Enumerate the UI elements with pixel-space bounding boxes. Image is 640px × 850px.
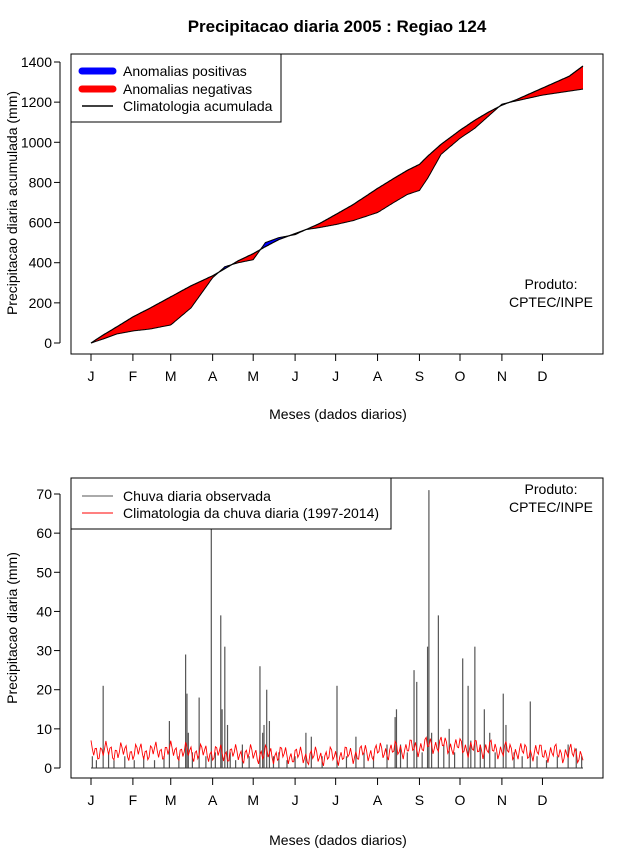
y-tick-label: 600 <box>29 215 53 231</box>
x-tick-label: N <box>497 368 507 384</box>
legend-climatology-label: Climatologia acumulada <box>123 98 273 114</box>
x-tick-label: F <box>129 792 138 808</box>
bottom-climatology-line <box>90 736 584 766</box>
x-tick-label: J <box>332 792 339 808</box>
x-tick-label: A <box>208 368 218 384</box>
y-tick-label: 1200 <box>21 94 52 110</box>
y-tick-label: 70 <box>36 486 52 502</box>
y-tick-label: 50 <box>36 564 52 580</box>
x-tick-label: J <box>88 368 95 384</box>
legend-observed-label: Chuva diaria observada <box>123 488 271 504</box>
y-tick-label: 0 <box>44 335 52 351</box>
bottom-legend-box <box>70 477 392 530</box>
x-tick-label: J <box>332 368 339 384</box>
y-tick-label: 40 <box>36 603 52 619</box>
top-legend: Anomalias positivas Anomalias negativas … <box>70 53 282 123</box>
x-tick-label: M <box>247 368 259 384</box>
bottom-y-label: Precipitacao diaria (mm) <box>4 552 20 704</box>
x-tick-label: O <box>455 792 466 808</box>
x-tick-label: A <box>373 792 383 808</box>
negative-anomaly-area <box>92 271 220 343</box>
x-tick-label: S <box>415 792 424 808</box>
x-tick-label: A <box>373 368 383 384</box>
top-y-label: Precipitacao diaria acumulada (mm) <box>4 91 20 315</box>
y-tick-label: 1400 <box>21 54 52 70</box>
bottom-y-axis: 0 10 20 30 40 50 60 70 <box>36 486 61 776</box>
top-credit-line1: Produto: <box>525 276 578 292</box>
x-tick-label: M <box>247 792 259 808</box>
top-y-axis: 0 200 400 600 800 1000 1200 1400 <box>21 54 61 351</box>
x-tick-label: A <box>208 792 218 808</box>
top-x-label: Meses (dados diarios) <box>269 406 407 422</box>
bottom-observed-bars <box>91 490 583 769</box>
bottom-credit-line1: Produto: <box>525 481 578 497</box>
y-tick-label: 60 <box>36 525 52 541</box>
y-tick-label: 20 <box>36 682 52 698</box>
y-tick-label: 200 <box>29 295 53 311</box>
x-tick-label: F <box>129 368 138 384</box>
top-climatology-line <box>90 65 584 344</box>
bottom-credit-line2: CPTEC/INPE <box>509 499 593 515</box>
y-tick-label: 800 <box>29 174 53 190</box>
y-tick-label: 1000 <box>21 134 52 150</box>
legend-clim-rain-label: Climatologia da chuva diaria (1997-2014) <box>123 505 379 521</box>
chart-title: Precipitacao diaria 2005 : Regiao 124 <box>188 17 487 36</box>
legend-positive-label: Anomalias positivas <box>123 63 247 79</box>
bottom-legend: Chuva diaria observada Climatologia da c… <box>70 477 392 530</box>
y-tick-label: 10 <box>36 721 52 737</box>
x-tick-label: O <box>455 368 466 384</box>
y-tick-label: 0 <box>44 760 52 776</box>
x-tick-label: N <box>497 792 507 808</box>
y-tick-label: 400 <box>29 255 53 271</box>
x-tick-label: J <box>292 368 299 384</box>
top-observed-line <box>90 88 584 344</box>
bottom-x-label: Meses (dados diarios) <box>269 832 407 848</box>
x-tick-label: S <box>415 368 424 384</box>
x-tick-label: D <box>537 368 547 384</box>
y-tick-label: 30 <box>36 643 52 659</box>
x-tick-label: J <box>292 792 299 808</box>
x-tick-label: M <box>165 368 177 384</box>
top-credit-line2: CPTEC/INPE <box>509 294 593 310</box>
negative-anomaly-area <box>307 106 500 230</box>
negative-anomaly-area <box>510 66 583 103</box>
x-tick-label: M <box>165 792 177 808</box>
legend-negative-label: Anomalias negativas <box>123 81 252 97</box>
x-tick-label: D <box>537 792 547 808</box>
x-tick-label: J <box>88 792 95 808</box>
